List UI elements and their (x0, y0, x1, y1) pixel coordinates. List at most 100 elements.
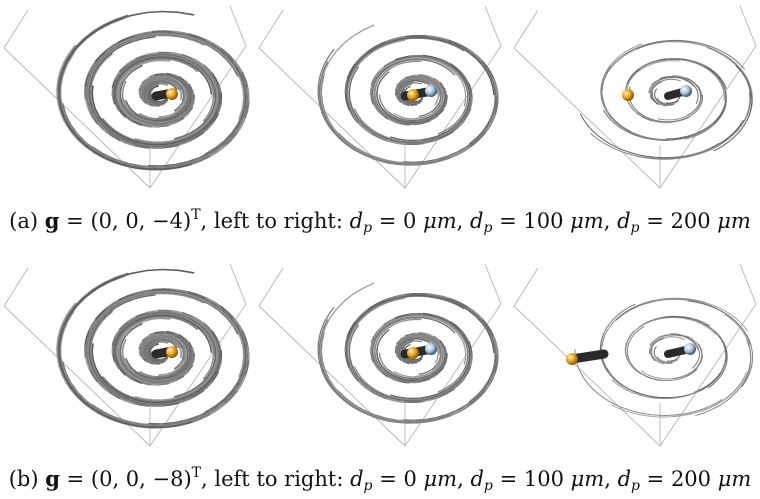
streamline (58, 268, 195, 429)
streamline (121, 81, 195, 124)
gold-particle (166, 88, 178, 100)
diameter-value: = 100 (499, 467, 564, 491)
streamline (649, 336, 685, 355)
silver-particle (425, 85, 437, 97)
box-edge (258, 267, 284, 307)
gold-particle (407, 89, 419, 101)
streamline (656, 97, 679, 105)
streamline (319, 319, 486, 423)
streamline (690, 318, 727, 393)
streamline (371, 316, 456, 378)
diameter-value: = 200 (646, 209, 711, 233)
streamline (684, 84, 728, 140)
streamline (396, 337, 435, 361)
streamline (651, 76, 694, 87)
streamline (580, 113, 744, 159)
streamline (590, 132, 719, 159)
streamline (653, 346, 673, 364)
streamline (121, 339, 195, 382)
streamline (649, 334, 682, 346)
box-edge (513, 267, 539, 307)
streamline (142, 338, 178, 365)
streamline (665, 68, 727, 140)
streamline (665, 96, 681, 104)
streamlines (56, 10, 250, 171)
streamline (649, 78, 681, 101)
streamline (611, 371, 747, 418)
streamline-plot-b1 (3, 263, 250, 447)
diameter-unit: μm (717, 209, 751, 233)
streamline (367, 292, 499, 376)
streamline (600, 303, 636, 373)
streamline (353, 71, 472, 143)
streamline (659, 58, 727, 89)
box-edge (3, 9, 29, 49)
diameter-sub: p (483, 220, 493, 236)
bounding-box (513, 5, 757, 189)
streamlines (580, 39, 754, 160)
streamline (657, 334, 699, 350)
streamline-plot-a1 (3, 5, 250, 189)
streamline (404, 75, 442, 117)
equals-sign: = (66, 209, 84, 233)
box-edge (739, 263, 757, 305)
streamline (396, 79, 435, 103)
streamline (707, 330, 728, 389)
streamline (647, 298, 748, 332)
streamlines (317, 282, 499, 424)
streamline (338, 306, 498, 422)
particles (622, 85, 692, 101)
streamline (666, 354, 681, 362)
row-b (0, 258, 760, 448)
streamline-plot-b2 (258, 263, 502, 447)
caption-b: (b) g = (0, 0, −8)T, left to right: dp =… (0, 460, 760, 499)
streamline (125, 334, 193, 380)
streamline (373, 318, 422, 384)
streamline (611, 379, 700, 400)
streamline (695, 340, 752, 416)
streamline (317, 306, 450, 424)
streamline (636, 40, 745, 70)
gold-particle (566, 353, 578, 365)
streamline (606, 368, 721, 399)
row-a (0, 0, 760, 190)
streamline (574, 348, 723, 416)
panel-a3 (510, 0, 760, 190)
streamline (687, 300, 754, 387)
streamline (376, 71, 445, 124)
streamline (657, 84, 703, 121)
streamline (629, 104, 726, 141)
bounding-box (3, 5, 247, 189)
streamline (87, 337, 219, 406)
streamline (140, 336, 182, 360)
streamline (713, 65, 753, 152)
box-edge (513, 9, 539, 49)
diameter-var: d (470, 209, 484, 233)
streamline (373, 60, 422, 126)
vector-symbol: g (45, 466, 60, 491)
streamline (399, 82, 423, 107)
gold-particle (166, 346, 178, 358)
streamline (651, 348, 665, 365)
streamline (345, 36, 418, 145)
vector-value: (0, 0, −8) (90, 467, 192, 491)
streamline (394, 77, 439, 106)
diameter-var: d (349, 209, 364, 233)
streamline (394, 335, 439, 364)
caption-label: (a) (9, 209, 39, 233)
streamline (345, 37, 465, 142)
streamline (651, 91, 667, 107)
streamlines (574, 297, 754, 418)
streamline (600, 43, 643, 115)
streamline (635, 91, 751, 160)
caption-suffix: , left to right: (201, 467, 344, 491)
box-edge (484, 5, 502, 47)
transpose-mark: T (191, 207, 201, 223)
diameter-unit: μm (570, 467, 605, 491)
silver-particle (684, 343, 696, 355)
streamline (650, 338, 665, 362)
silver-particle (680, 85, 692, 97)
diameter-sub: p (363, 220, 373, 236)
streamline-plot-a2 (258, 5, 502, 189)
diameter-unit: μm (570, 209, 604, 233)
